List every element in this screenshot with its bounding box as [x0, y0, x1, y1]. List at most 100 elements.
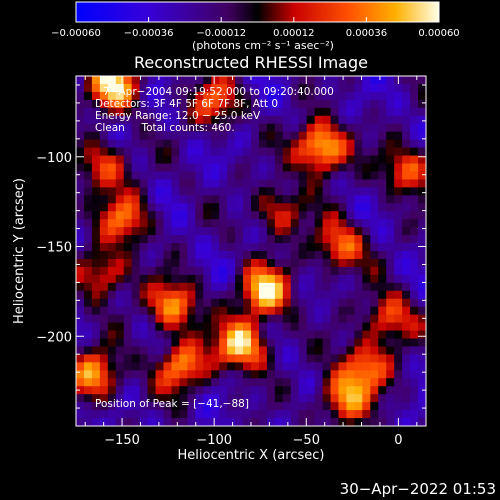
heatmap-cell	[211, 123, 220, 133]
heatmap-cell	[346, 386, 355, 395]
heatmap-cell	[115, 306, 125, 316]
heatmap-cell	[179, 99, 188, 109]
heatmap-cell	[227, 378, 236, 387]
heatmap-cell	[171, 306, 180, 316]
heatmap-cell	[266, 211, 276, 220]
heatmap-cell	[76, 314, 85, 324]
heatmap-cell	[402, 91, 411, 101]
heatmap-cell	[99, 76, 109, 85]
heatmap-cell	[266, 338, 276, 348]
heatmap-cell	[258, 235, 268, 244]
heatmap-cell	[394, 266, 403, 276]
heatmap-cell	[155, 219, 165, 228]
heatmap-cell	[243, 402, 252, 411]
heatmap-cell	[123, 243, 133, 252]
heatmap-cell	[195, 123, 204, 133]
heatmap-cell	[290, 418, 300, 426]
heatmap-cell	[370, 322, 379, 332]
heatmap-cell	[402, 219, 411, 228]
heatmap-cell	[354, 346, 363, 355]
heatmap-cell	[251, 115, 260, 125]
heatmap-cell	[123, 290, 133, 300]
heatmap-cell	[346, 195, 355, 204]
heatmap-cell	[330, 219, 340, 228]
heatmap-cell	[394, 139, 403, 149]
heatmap-cell	[290, 139, 300, 149]
heatmap-cell	[147, 99, 157, 109]
heatmap-cell	[76, 370, 85, 379]
heatmap-cell	[354, 123, 363, 133]
heatmap-cell	[410, 362, 419, 371]
heatmap-cell	[354, 378, 363, 387]
heatmap-cell	[394, 123, 403, 133]
heatmap-cell	[107, 115, 117, 125]
heatmap-cell	[91, 338, 101, 348]
heatmap-cell	[83, 139, 93, 149]
heatmap-cell	[338, 91, 348, 101]
heatmap-cell	[298, 211, 308, 220]
heatmap-cell	[378, 243, 387, 252]
heatmap-cell	[410, 147, 419, 157]
heatmap-cell	[290, 131, 300, 141]
heatmap-cell	[227, 266, 236, 276]
heatmap-cell	[147, 83, 157, 93]
heatmap-cell	[322, 219, 332, 228]
heatmap-cell	[155, 322, 165, 332]
heatmap-cell	[394, 171, 403, 180]
heatmap-cell	[314, 187, 324, 196]
heatmap-cell	[123, 179, 133, 188]
heatmap-cell	[195, 386, 204, 395]
heatmap-cell	[266, 258, 276, 268]
heatmap-cell	[83, 378, 93, 387]
heatmap-cell	[282, 298, 292, 308]
heatmap-cell	[171, 418, 180, 426]
heatmap-cell	[179, 418, 188, 426]
heatmap-cell	[115, 227, 125, 236]
heatmap-cell	[107, 314, 117, 324]
heatmap-cell	[147, 171, 157, 180]
heatmap-cell	[282, 147, 292, 157]
heatmap-cell	[179, 410, 188, 419]
heatmap-cell	[410, 378, 419, 387]
heatmap-cell	[306, 394, 316, 403]
heatmap-cell	[370, 362, 379, 371]
colorbar-ticks: −0.00060 −0.00036 −0.00012 0.00012 0.00036 0.…	[51, 17, 460, 39]
heatmap-cell	[282, 91, 292, 101]
heatmap-cell	[394, 211, 403, 220]
heatmap-cell	[410, 266, 419, 276]
heatmap-cell	[386, 211, 395, 220]
heatmap-cell	[211, 131, 220, 141]
heatmap-cell	[338, 83, 348, 93]
heatmap-cell	[187, 418, 196, 426]
heatmap-cell	[274, 402, 284, 411]
heatmap-cell	[147, 266, 157, 276]
heatmap-cell	[394, 314, 403, 324]
heatmap-cell	[282, 227, 292, 236]
heatmap-cell	[354, 91, 363, 101]
heatmap-cell	[139, 123, 149, 133]
heatmap-cell	[243, 219, 252, 228]
heatmap-cell	[115, 147, 125, 157]
heatmap-cell	[107, 298, 117, 308]
heatmap-cell	[139, 314, 149, 324]
heatmap-cell	[314, 243, 324, 252]
heatmap-cell	[322, 378, 332, 387]
heatmap-cell	[179, 187, 188, 196]
heatmap-cell	[386, 131, 395, 141]
heatmap-cell	[362, 298, 371, 308]
heatmap-cell	[362, 123, 371, 133]
heatmap-cell	[266, 171, 276, 180]
heatmap-cell	[410, 227, 419, 236]
heatmap-cell	[306, 330, 316, 340]
heatmap-cell	[306, 402, 316, 411]
heatmap-cell	[338, 346, 348, 355]
heatmap-cell	[99, 418, 109, 426]
heatmap-cell	[123, 99, 133, 109]
heatmap-cell	[243, 338, 252, 348]
heatmap-cell	[211, 298, 220, 308]
heatmap-cell	[83, 163, 93, 173]
heatmap-cell	[83, 338, 93, 348]
heatmap-cell	[290, 123, 300, 133]
heatmap-cell	[227, 274, 236, 284]
heatmap-cell	[282, 219, 292, 228]
